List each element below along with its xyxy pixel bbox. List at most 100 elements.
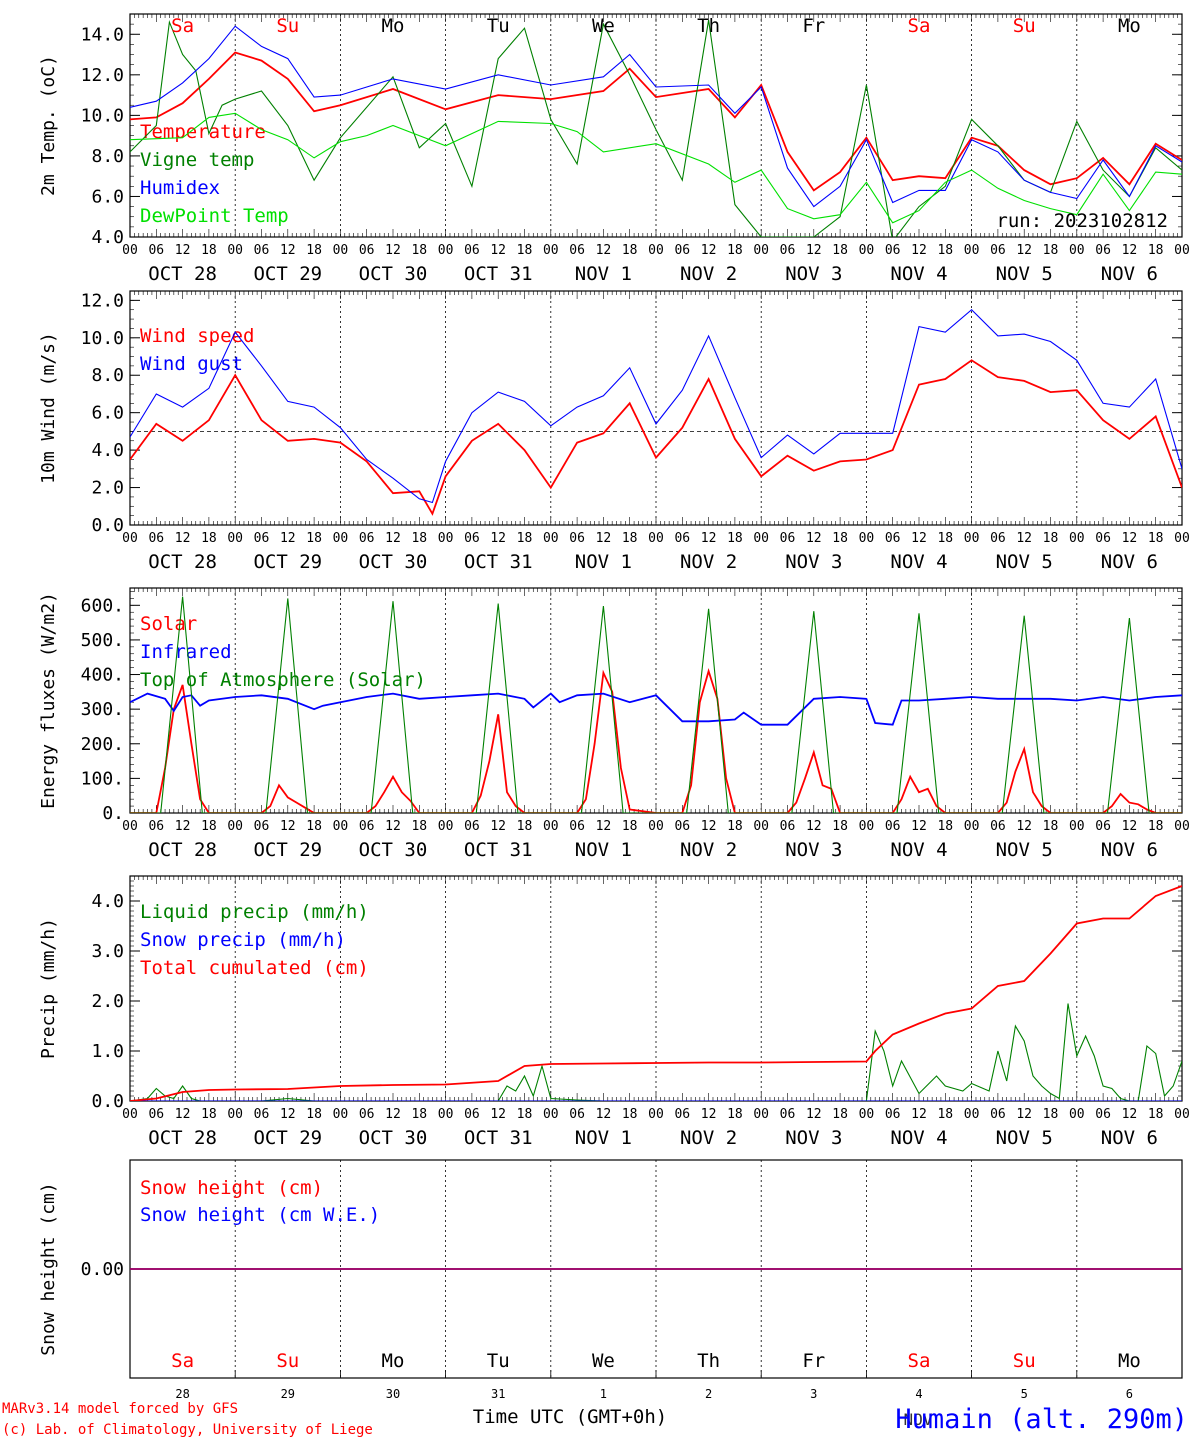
date-label: OCT 31 <box>464 551 533 573</box>
date-label: OCT 31 <box>464 839 533 861</box>
hour-tick-label: 00 <box>648 243 664 258</box>
location-label: Humain (alt. 290m) <box>895 1404 1188 1435</box>
legend-entry: DewPoint Temp <box>140 205 289 227</box>
date-label: OCT 31 <box>464 263 533 285</box>
hour-tick-label: 12 <box>280 531 296 546</box>
hour-tick-label: 00 <box>859 819 875 834</box>
date-label: NOV 2 <box>680 551 737 573</box>
hour-tick-label: 00 <box>753 819 769 834</box>
run-label: run: 2023102812 <box>996 210 1168 232</box>
hour-tick-label: 00 <box>227 1107 243 1122</box>
y-tick-label: 300. <box>81 699 124 720</box>
hour-tick-label: 18 <box>517 819 533 834</box>
hour-tick-label: 12 <box>1016 1107 1032 1122</box>
hour-tick-label: 00 <box>753 243 769 258</box>
hour-tick-label: 00 <box>1069 1107 1085 1122</box>
legend-entry: Wind speed <box>140 325 254 347</box>
y-tick-label: 12.0 <box>81 65 124 86</box>
hour-tick-label: 06 <box>780 819 796 834</box>
hour-tick-label: 12 <box>175 1107 191 1122</box>
weekday-label: Sa <box>171 1350 194 1372</box>
panel-4: 0.0 1.0 2.0 3.0 4.0 Precip (mm/h) Liquid preci… <box>38 875 1190 1149</box>
weekday-label: Tu <box>487 1350 510 1372</box>
hour-tick-label: 18 <box>201 1107 217 1122</box>
hour-tick-label: 00 <box>859 243 875 258</box>
hour-tick-label: 06 <box>674 243 690 258</box>
hour-tick-label: 18 <box>832 243 848 258</box>
hour-tick-label: 06 <box>569 1107 585 1122</box>
weekday-label: Mo <box>1118 15 1141 37</box>
hour-tick-label: 00 <box>227 243 243 258</box>
day-number-label: 30 <box>386 1387 400 1401</box>
weekday-label: Mo <box>382 15 405 37</box>
hour-tick-label: 12 <box>911 531 927 546</box>
hour-tick-label: 06 <box>1095 1107 1111 1122</box>
y-tick-label: 12.0 <box>81 290 124 311</box>
hour-tick-label: 12 <box>490 531 506 546</box>
hour-tick-label: 00 <box>438 1107 454 1122</box>
date-label: OCT 29 <box>253 263 322 285</box>
hour-tick-label: 18 <box>1148 1107 1164 1122</box>
hour-tick-label: 18 <box>727 531 743 546</box>
legend-entry: Snow height (cm) <box>140 1177 323 1199</box>
hour-tick-label: 00 <box>753 1107 769 1122</box>
date-label: OCT 29 <box>253 1127 322 1149</box>
hour-tick-label: 18 <box>1148 243 1164 258</box>
date-label: OCT 30 <box>359 1127 428 1149</box>
series-line-vigne-temp <box>130 19 1182 237</box>
hour-tick-label: 18 <box>727 819 743 834</box>
hour-tick-label: 06 <box>990 531 1006 546</box>
hour-tick-label: 12 <box>806 243 822 258</box>
date-label: NOV 1 <box>575 1127 632 1149</box>
y-axis-label: Snow height (cm) <box>38 1182 59 1355</box>
hour-tick-label: 12 <box>1016 243 1032 258</box>
hour-tick-label: 18 <box>1043 243 1059 258</box>
date-label: NOV 3 <box>785 839 842 861</box>
day-number-label: 28 <box>175 1387 189 1401</box>
series-line-liquid-precip-mm-h- <box>130 1003 1182 1101</box>
day-number-label: 3 <box>810 1387 817 1401</box>
hour-tick-label: 06 <box>780 243 796 258</box>
weekday-label: Mo <box>382 1350 405 1372</box>
y-tick-label: 8.0 <box>91 365 124 386</box>
hour-tick-label: 06 <box>359 531 375 546</box>
legend-entry: Infrared <box>140 641 232 663</box>
hour-tick-label: 06 <box>359 1107 375 1122</box>
series-line-wind-speed <box>130 359 1182 516</box>
hour-tick-label: 18 <box>306 1107 322 1122</box>
hour-tick-label: 00 <box>1069 531 1085 546</box>
hour-tick-label: 06 <box>990 1107 1006 1122</box>
x-axis-label: Time UTC (GMT+0h) <box>473 1406 667 1428</box>
y-axis-label: Energy fluxes (W/m2) <box>38 592 59 809</box>
weekday-label: Sa <box>908 15 931 37</box>
hour-tick-label: 00 <box>122 1107 138 1122</box>
y-tick-label: 6.0 <box>91 403 124 424</box>
month-tag: NOV <box>904 1410 933 1429</box>
y-tick-label: 400. <box>81 665 124 686</box>
hour-tick-label: 18 <box>1043 819 1059 834</box>
hour-tick-label: 00 <box>438 531 454 546</box>
date-label: NOV 5 <box>996 551 1053 573</box>
hour-tick-label: 18 <box>832 531 848 546</box>
hour-tick-label: 06 <box>464 243 480 258</box>
y-tick-label: 2.0 <box>91 478 124 499</box>
hour-tick-label: 18 <box>1043 531 1059 546</box>
hour-tick-label: 12 <box>1122 243 1138 258</box>
hour-tick-label: 18 <box>201 531 217 546</box>
hour-tick-label: 12 <box>1122 1107 1138 1122</box>
hour-tick-label: 18 <box>306 531 322 546</box>
y-tick-label: 8.0 <box>91 146 124 167</box>
hour-tick-label: 12 <box>175 243 191 258</box>
hour-tick-label: 00 <box>1174 243 1190 258</box>
hour-tick-label: 00 <box>1174 819 1190 834</box>
y-tick-label: 500. <box>81 630 124 651</box>
hour-tick-label: 06 <box>674 531 690 546</box>
hour-tick-label: 12 <box>596 819 612 834</box>
hour-tick-label: 18 <box>622 531 638 546</box>
hour-tick-label: 12 <box>1122 819 1138 834</box>
hour-tick-label: 18 <box>727 1107 743 1122</box>
hour-tick-label: 00 <box>122 243 138 258</box>
date-label: OCT 29 <box>253 839 322 861</box>
hour-tick-label: 12 <box>385 1107 401 1122</box>
date-label: NOV 1 <box>575 551 632 573</box>
